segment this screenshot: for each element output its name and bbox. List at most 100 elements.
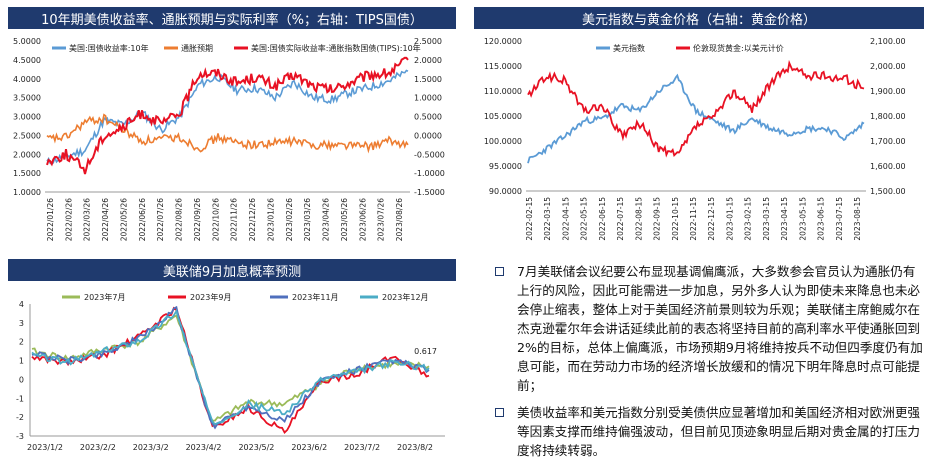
- bullet-item: 美债收益率和美元指数分别受美债供应显著增加和美国经济相对欧洲更强等因素支撑而维持…: [495, 403, 925, 460]
- x-tick-label: 2023/1/2: [27, 443, 63, 452]
- panel3-chart: 4 3 2 1 0 -1 -2 -3 2023/1/2 2023/2/2 2023/3/2 2023/…: [0, 282, 460, 462]
- usd-gold-chart: 120.0000 115.0000 110.0000 105.0000 100.0000…: [484, 37, 906, 241]
- bullet-item: 7月美联储会议纪要公布显现基调偏鹰派，大多数参会官员认为通胀仍有上行的风险，因此…: [495, 262, 925, 395]
- y-tick-label: -3: [16, 432, 24, 441]
- y-left-tick-label: 110.0000: [484, 87, 522, 96]
- x-tick-label: 2023/03/26: [303, 198, 312, 241]
- legend-label: 2023年12月: [382, 292, 429, 302]
- y-right-tick-label: 1.0000: [414, 94, 442, 103]
- y-right-tick-label: 1,500.00: [870, 187, 906, 196]
- x-tick-label: 2022/08/26: [175, 198, 184, 241]
- commentary: 7月美联储会议纪要公布显现基调偏鹰派，大多数参会官员认为通胀仍有上行的风险，因此…: [495, 262, 925, 468]
- square-bullet-icon: [495, 267, 504, 276]
- y-left-tick-label: 2.5000: [13, 131, 41, 140]
- x-tick-label: 2023-03-15: [762, 197, 771, 241]
- y-right-tick-label: 2.0000: [414, 56, 442, 65]
- x-tick-label: 2023-06-15: [817, 197, 826, 241]
- square-bullet-icon: [495, 408, 504, 417]
- x-tick-label: 2023/3/2: [133, 443, 169, 452]
- y-left-tick-label: 1.5000: [13, 169, 41, 178]
- y-right-tick-label: -0.5000: [414, 150, 445, 159]
- x-tick-label: 2023/7/2: [344, 443, 380, 452]
- legend-label: 美国:国债收益率:10年: [69, 43, 149, 53]
- y-right-tick-label: 2.5000: [414, 37, 442, 46]
- x-tick-label: 2022-02-15: [525, 197, 534, 241]
- y-right-tick-label: 1,800.00: [870, 112, 906, 121]
- y-left-tick-label: 1.0000: [13, 188, 41, 197]
- y-left-tick-label: 105.0000: [484, 112, 522, 121]
- x-tick-label: 2022/03/26: [83, 198, 92, 241]
- x-tick-label: 2023-02-15: [744, 197, 753, 241]
- y-right-tick-label: 1,700.00: [870, 137, 906, 146]
- x-tick-label: 2023/5/2: [238, 443, 274, 452]
- series-line: [46, 69, 409, 166]
- x-tick-label: 2022-08-15: [634, 197, 643, 241]
- legend-label: 伦敦现货黄金:以美元计价: [693, 43, 784, 53]
- x-tick-label: 2022/10/26: [211, 198, 220, 241]
- y-tick-label: 3: [19, 319, 24, 328]
- x-tick-label: 2022-05-15: [580, 197, 589, 241]
- x-tick-label: 2022-12-15: [707, 197, 716, 241]
- panel3-header: 美联储9月加息概率预测: [8, 259, 456, 281]
- x-tick-label: 2022/04/26: [101, 198, 110, 241]
- annotation-label: 0.617: [414, 347, 437, 356]
- y-right-tick-label: 1,900.00: [870, 87, 906, 96]
- y-tick-label: 1: [19, 357, 24, 366]
- x-tick-label: 2022-10-15: [671, 197, 680, 241]
- y-right-tick-label: 0.5000: [414, 113, 442, 122]
- legend-label: 2023年9月: [190, 292, 231, 302]
- panel2-header: 美元指数与黄金价格（右轴：黄金价格）: [474, 7, 924, 29]
- x-tick-label: 2022-09-15: [653, 197, 662, 241]
- x-tick-label: 2022/05/26: [119, 198, 128, 241]
- panel1-chart: 5.0000 4.5000 4.0000 3.5000 3.0000 2.5000 2.00…: [0, 29, 460, 257]
- x-tick-label: 2023/06/26: [358, 198, 367, 241]
- panel1-header: 10年期美债收益率、通胀预期与实际利率（%；右轴：TIPS国债）: [8, 7, 456, 29]
- legend-label: 2023年7月: [84, 292, 125, 302]
- legend-label: 美国:国债实际收益率:通胀指数国债(TIPS):10年: [251, 43, 421, 53]
- legend-label: 通胀预期: [181, 43, 213, 53]
- y-left-tick-label: 5.0000: [13, 37, 41, 46]
- x-tick-label: 2023/08/26: [395, 198, 404, 241]
- series-line: [527, 59, 865, 158]
- y-tick-label: -1: [16, 394, 24, 403]
- x-tick-label: 2023/01/26: [266, 198, 275, 241]
- series-line: [31, 308, 430, 426]
- x-tick-label: 2023-01-15: [725, 197, 734, 241]
- x-tick-label: 2023-07-15: [835, 197, 844, 241]
- y-left-tick-label: 90.0000: [489, 187, 522, 196]
- y-right-tick-label: -1.0000: [414, 169, 445, 178]
- x-tick-label: 2022/09/26: [193, 198, 202, 241]
- x-tick-label: 2022-06-15: [598, 197, 607, 241]
- y-left-tick-label: 2.0000: [13, 150, 41, 159]
- y-left-tick-label: 115.0000: [484, 62, 522, 71]
- bullet-text: 7月美联储会议纪要公布显现基调偏鹰派，大多数参会官员认为通胀仍有上行的风险，因此…: [517, 264, 923, 393]
- x-tick-label: 2022-03-15: [543, 197, 552, 241]
- y-tick-label: 2: [19, 338, 24, 347]
- legend-label: 美元指数: [613, 43, 645, 53]
- x-tick-label: 2023-08-15: [853, 197, 862, 241]
- yield-inflation-chart: 5.0000 4.5000 4.0000 3.5000 3.0000 2.5000 2.00…: [13, 37, 445, 241]
- x-tick-label: 2023-04-15: [780, 197, 789, 241]
- x-tick-label: 2023/04/26: [322, 198, 331, 241]
- x-tick-label: 2022/02/26: [64, 198, 73, 241]
- x-tick-label: 2022-04-15: [561, 197, 570, 241]
- x-tick-label: 2023/8/2: [397, 443, 433, 452]
- x-tick-label: 2022/01/26: [46, 198, 55, 241]
- x-tick-label: 2022/06/26: [138, 198, 147, 241]
- y-tick-label: 0: [19, 375, 24, 384]
- y-left-tick-label: 4.0000: [13, 75, 41, 84]
- y-left-tick-label: 3.0000: [13, 113, 41, 122]
- series-line: [46, 113, 409, 154]
- bullet-text: 美债收益率和美元指数分别受美债供应显著增加和美国经济相对欧洲更强等因素支撑而维持…: [517, 405, 920, 458]
- y-right-tick-label: 2,100.00: [870, 37, 906, 46]
- series-line: [527, 73, 865, 164]
- x-tick-label: 2023/4/2: [186, 443, 222, 452]
- panel2-chart: 120.0000 115.0000 110.0000 105.0000 100.0000…: [466, 29, 928, 257]
- x-tick-label: 2022-07-15: [616, 197, 625, 241]
- x-tick-label: 2023/2/2: [80, 443, 116, 452]
- y-left-tick-label: 100.0000: [484, 137, 522, 146]
- y-left-tick-label: 95.0000: [489, 162, 522, 171]
- y-left-tick-label: 120.0000: [484, 37, 522, 46]
- x-tick-label: 2023/02/26: [285, 198, 294, 241]
- y-tick-label: -2: [16, 413, 24, 422]
